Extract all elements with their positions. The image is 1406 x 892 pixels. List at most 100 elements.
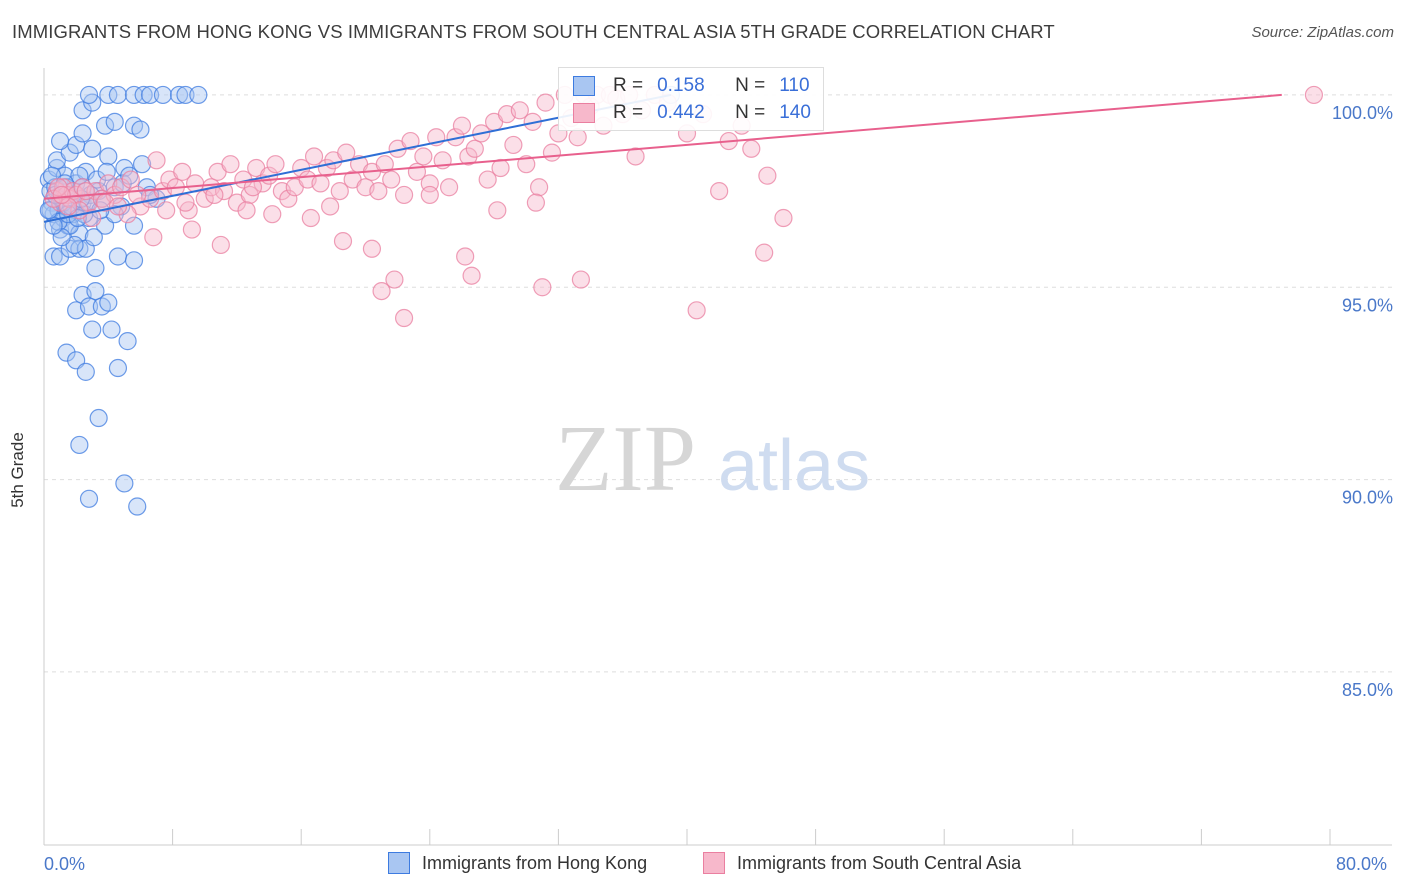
legend-row-south-central-asia: R = 0.442 N = 140 [573, 101, 811, 125]
hong-kong-point [57, 343, 76, 362]
south-central-asia-point [568, 128, 587, 147]
hong-kong-point [99, 293, 118, 312]
hong-kong-point [118, 332, 137, 351]
south-central-asia-point [382, 170, 401, 189]
south-central-asia-point [710, 181, 729, 201]
y-tick-label: 95.0% [1342, 295, 1393, 315]
south-central-asia-point [758, 166, 777, 185]
watermark: ZIP atlas [555, 407, 870, 511]
legend-n-label: N = [735, 75, 766, 96]
hong-kong-point [132, 155, 152, 174]
hong-kong-point [70, 435, 89, 455]
south-central-asia-point [452, 116, 472, 135]
south-central-asia-point [304, 147, 324, 166]
hong-kong-point [79, 489, 99, 508]
correlation-legend: R = 0.158 N = 110 R = 0.442 N = 140 [558, 67, 824, 131]
watermark-zip: ZIP [555, 407, 696, 511]
watermark-atlas: atlas [718, 426, 870, 506]
x-tick-labels: 0.0% 80.0% [44, 854, 1387, 874]
hong-kong-point [108, 358, 128, 378]
hong-kong-point [70, 166, 89, 185]
axes [43, 68, 1392, 846]
hong-kong-point [73, 101, 92, 120]
south-central-asia-point [266, 155, 285, 174]
hong-kong-point [86, 258, 105, 278]
south-central-asia-point [536, 93, 555, 112]
south-central-asia-point [311, 174, 330, 193]
hong-kong-point [124, 85, 144, 105]
hong-kong-point [89, 408, 108, 428]
legend-row-hong-kong: R = 0.158 N = 110 [573, 74, 810, 98]
south-central-asia-point [211, 235, 230, 255]
hong-kong-point [153, 85, 173, 105]
south-central-asia-point [221, 155, 240, 174]
south-central-asia-point [491, 158, 510, 178]
south-central-asia-point [755, 243, 774, 262]
legend-label-hong-kong: Immigrants from Hong Kong [422, 852, 648, 873]
south-central-asia-point [182, 220, 201, 239]
south-central-asia-point [1304, 85, 1324, 105]
south-central-asia-point [59, 197, 78, 216]
south-central-asia-point [542, 143, 562, 162]
south-central-asia-point [362, 239, 382, 258]
legend-r-value-pink: 0.442 [657, 102, 705, 123]
south-central-asia-point [504, 135, 523, 155]
hong-kong-point [134, 85, 153, 105]
south-central-asia-point [439, 178, 459, 197]
south-central-asia-point [144, 228, 163, 247]
hong-kong-point [169, 85, 189, 105]
hong-kong-point [108, 85, 128, 105]
south-central-asia-point [394, 185, 414, 205]
hong-kong-point [124, 216, 144, 235]
south-central-asia-point [420, 185, 439, 205]
legend-r-label: R = [613, 102, 644, 123]
south-central-asia-point [465, 139, 484, 158]
hong-kong-point [95, 116, 115, 135]
legend-r-value-blue: 0.158 [657, 75, 705, 96]
south-central-asia-point [774, 208, 793, 228]
south-central-asia-point [488, 201, 507, 220]
hong-kong-point [128, 497, 147, 516]
legend-item-south-central-asia[interactable]: Immigrants from South Central Asia [703, 852, 1021, 874]
south-central-asia-point [375, 155, 394, 174]
south-central-asia-point [742, 139, 761, 158]
hong-kong-point [115, 474, 134, 493]
hong-kong-point [99, 147, 118, 166]
hong-kong-point [50, 131, 70, 151]
legend-r-label: R = [613, 75, 644, 96]
hong-kong-point [79, 297, 99, 316]
hong-kong-point [124, 251, 144, 270]
legend-swatch-blue [573, 76, 595, 96]
hong-kong-point [70, 224, 89, 243]
south-central-asia-point [369, 181, 388, 201]
hong-kong-point [44, 247, 63, 266]
south-central-asia-point [462, 266, 481, 285]
hong-kong-point [131, 120, 150, 139]
legend-n-label: N = [735, 102, 766, 123]
hong-kong-point [99, 85, 118, 105]
chart-source: Source: ZipAtlas.com [1251, 24, 1394, 41]
south-central-asia-point [394, 308, 414, 328]
chart-title: IMMIGRANTS FROM HONG KONG VS IMMIGRANTS … [12, 21, 1055, 42]
hong-kong-point [97, 162, 116, 181]
south-central-asia-point [147, 151, 166, 170]
x-tick-label-min: 0.0% [44, 854, 85, 874]
hong-kong-point [87, 170, 107, 189]
south-central-asia-point [414, 147, 433, 166]
south-central-asia-point [372, 281, 391, 301]
legend-swatch-blue [388, 852, 410, 874]
hong-kong-point [84, 228, 103, 247]
legend-item-hong-kong[interactable]: Immigrants from Hong Kong [388, 852, 647, 874]
south-central-asia-point [333, 231, 353, 251]
south-central-asia-point [687, 301, 706, 320]
series-legend: Immigrants from Hong Kong Immigrants fro… [0, 852, 1406, 878]
legend-n-value-blue: 110 [779, 75, 810, 96]
hong-kong-point [105, 112, 124, 131]
legend-swatch-pink [573, 103, 595, 123]
south-central-asia-point [263, 205, 282, 224]
hong-kong-point [189, 85, 208, 105]
hong-kong-point [83, 139, 102, 158]
series-south-central-asia [44, 85, 1324, 328]
south-central-asia-point [526, 193, 545, 212]
